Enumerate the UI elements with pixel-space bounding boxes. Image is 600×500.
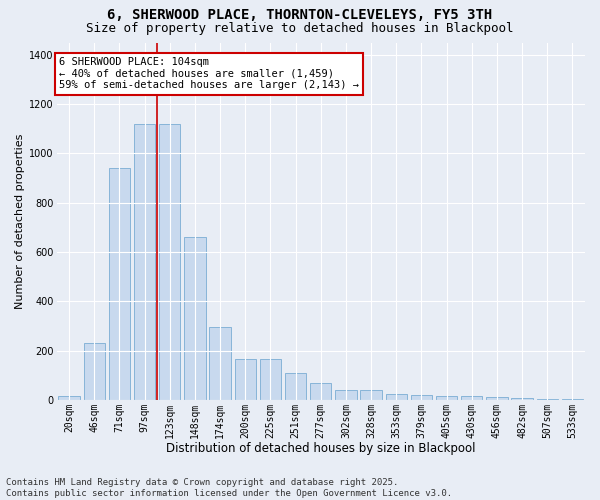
Bar: [159, 124, 181, 400]
Bar: [511, 398, 533, 400]
Bar: [184, 237, 206, 400]
Bar: [83, 343, 105, 400]
Bar: [260, 359, 281, 400]
Bar: [536, 398, 558, 400]
Bar: [134, 124, 155, 400]
Text: 6, SHERWOOD PLACE, THORNTON-CLEVELEYS, FY5 3TH: 6, SHERWOOD PLACE, THORNTON-CLEVELEYS, F…: [107, 8, 493, 22]
Bar: [461, 396, 482, 400]
Bar: [386, 394, 407, 400]
Bar: [436, 396, 457, 400]
Bar: [486, 397, 508, 400]
Text: Contains HM Land Registry data © Crown copyright and database right 2025.
Contai: Contains HM Land Registry data © Crown c…: [6, 478, 452, 498]
Bar: [235, 359, 256, 400]
Bar: [361, 390, 382, 400]
Text: Size of property relative to detached houses in Blackpool: Size of property relative to detached ho…: [86, 22, 514, 35]
Bar: [335, 390, 356, 400]
Bar: [285, 373, 307, 400]
X-axis label: Distribution of detached houses by size in Blackpool: Distribution of detached houses by size …: [166, 442, 476, 455]
Bar: [58, 396, 80, 400]
Text: 6 SHERWOOD PLACE: 104sqm
← 40% of detached houses are smaller (1,459)
59% of sem: 6 SHERWOOD PLACE: 104sqm ← 40% of detach…: [59, 58, 359, 90]
Bar: [310, 382, 331, 400]
Bar: [109, 168, 130, 400]
Y-axis label: Number of detached properties: Number of detached properties: [15, 134, 25, 309]
Bar: [209, 327, 231, 400]
Bar: [562, 399, 583, 400]
Bar: [411, 396, 432, 400]
